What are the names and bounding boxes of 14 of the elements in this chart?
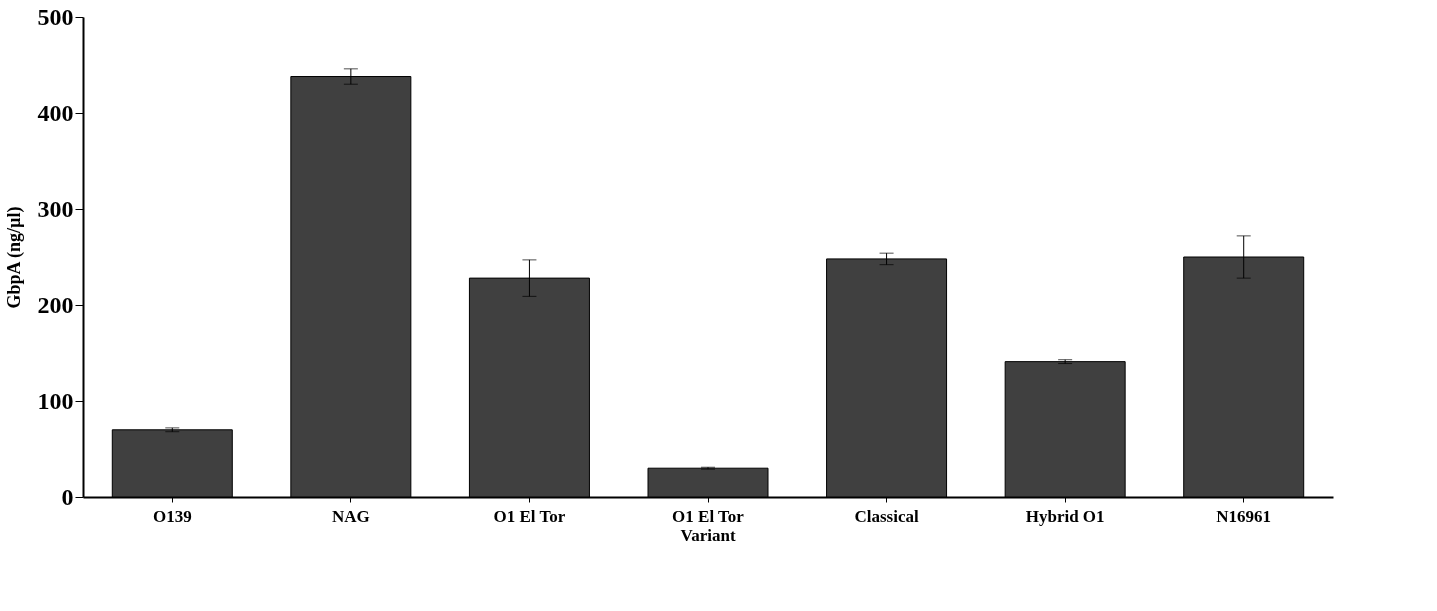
x-tick-label: NAG	[331, 506, 370, 526]
x-tick-label: O139	[152, 506, 192, 526]
x-tick-label: N16961	[1216, 506, 1272, 526]
y-tick-label: 500	[37, 3, 74, 30]
x-tick-label: Classical	[854, 506, 919, 526]
y-tick-label: 300	[37, 195, 74, 222]
y-tick-label: 200	[37, 291, 74, 318]
y-tick-label: 0	[61, 483, 74, 510]
x-tick-label: Hybrid O1	[1025, 506, 1105, 526]
x-tick-label: O1 El Tor	[493, 506, 566, 526]
y-axis-title: GbpA (ng/µl)	[3, 206, 25, 309]
x-tick-label: O1 El Tor Variant	[672, 506, 745, 545]
y-tick-label: 400	[37, 99, 74, 126]
y-tick-label: 100	[37, 387, 74, 414]
